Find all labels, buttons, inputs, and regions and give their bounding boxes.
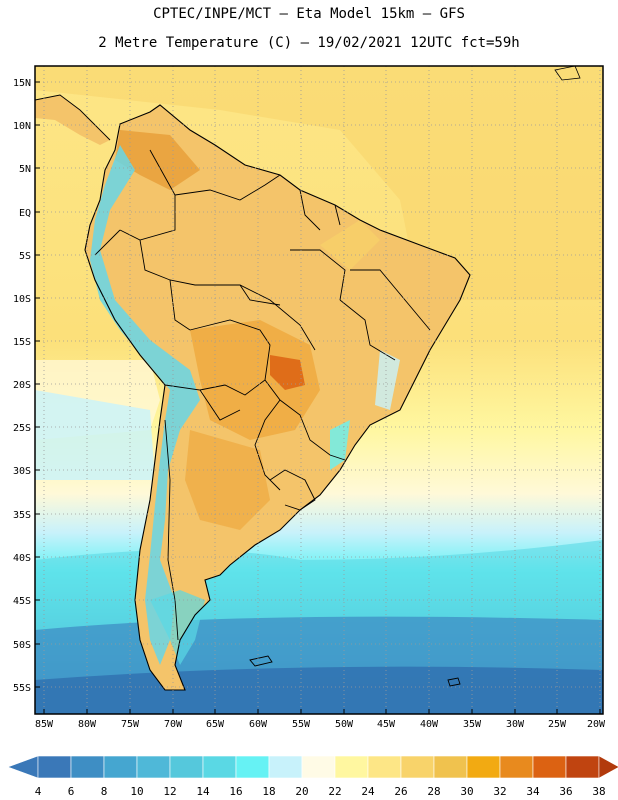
colorbar-segment	[565, 755, 600, 779]
colorbar-arrow-high	[598, 755, 618, 779]
colorbar-segment	[301, 755, 336, 779]
lat-label: 50S	[13, 640, 31, 651]
lat-label: 55S	[13, 683, 31, 694]
colorbar-label: 20	[295, 785, 308, 798]
lat-label: 30S	[13, 466, 31, 477]
colorbar-label: 36	[559, 785, 572, 798]
lon-label: 70W	[164, 719, 183, 730]
colorbar-labels: 4 6 8 10 12 14 16 18 20 22 24 26 28 30 3…	[35, 785, 606, 798]
lon-label: 35W	[463, 719, 482, 730]
colorbar-label: 10	[130, 785, 143, 798]
longitude-labels: 85W 80W 75W 70W 65W 60W 55W 50W 45W 40W …	[35, 719, 606, 730]
lon-label: 55W	[292, 719, 311, 730]
colorbar-label: 30	[460, 785, 473, 798]
lat-label: 15S	[13, 337, 31, 348]
colorbar-label: 28	[427, 785, 440, 798]
colorbar-segment	[400, 755, 435, 779]
lon-label: 45W	[377, 719, 396, 730]
colorbar	[7, 755, 618, 779]
colorbar-segment	[103, 755, 138, 779]
colorbar-label: 24	[361, 785, 375, 798]
lat-label: 45S	[13, 596, 31, 607]
colorbar-label: 14	[196, 785, 210, 798]
lon-label: 85W	[35, 719, 54, 730]
lat-label: 25S	[13, 423, 31, 434]
colorbar-label: 4	[35, 785, 42, 798]
colorbar-segment	[268, 755, 303, 779]
colorbar-label: 22	[328, 785, 341, 798]
andes-cold-zone	[90, 145, 200, 665]
lat-label: 5S	[19, 251, 31, 262]
chart-title-line-2: 2 Metre Temperature (C) – 19/02/2021 12U…	[98, 35, 520, 51]
colorbar-segment	[235, 755, 270, 779]
colorbar-segment	[499, 755, 534, 779]
colorbar-label: 6	[68, 785, 75, 798]
lon-label: 20W	[587, 719, 606, 730]
chart-title-line-1: CPTEC/INPE/MCT – Eta Model 15km – GFS	[153, 6, 465, 22]
colorbar-label: 8	[101, 785, 108, 798]
temperature-field	[35, 66, 603, 714]
colorbar-segment	[70, 755, 105, 779]
colorbar-segment	[367, 755, 402, 779]
lon-label: 80W	[78, 719, 97, 730]
country-borders	[35, 94, 471, 691]
colorbar-segment	[37, 755, 72, 779]
colorbar-label: 32	[493, 785, 506, 798]
axis-ticks	[35, 81, 601, 714]
map-frame	[34, 65, 604, 715]
colorbar-segment	[202, 755, 237, 779]
lon-label: 30W	[506, 719, 525, 730]
lat-label: 40S	[13, 553, 31, 564]
colorbar-label: 12	[163, 785, 176, 798]
colorbar-segment	[136, 755, 171, 779]
colorbar-label: 38	[592, 785, 605, 798]
latitude-labels: 15N 10N 5N EQ 5S 10S 15S 20S 25S 30S 35S…	[13, 78, 31, 694]
lat-label: 5N	[19, 164, 31, 175]
lat-label: 35S	[13, 510, 31, 521]
lat-label: 20S	[13, 380, 31, 391]
colorbar-segment	[334, 755, 369, 779]
lat-label: 10N	[13, 121, 31, 132]
lat-label: 15N	[13, 78, 31, 89]
colorbar-label: 16	[229, 785, 242, 798]
lon-label: 75W	[121, 719, 140, 730]
lon-label: 50W	[335, 719, 354, 730]
colorbar-segment	[532, 755, 567, 779]
colorbar-label: 18	[262, 785, 275, 798]
lon-label: 60W	[249, 719, 268, 730]
colorbar-segment	[466, 755, 501, 779]
lon-label: 25W	[548, 719, 567, 730]
colorbar-arrow-low	[7, 755, 39, 779]
lon-label: 65W	[206, 719, 225, 730]
lat-label: 10S	[13, 294, 31, 305]
lat-label: EQ	[19, 208, 31, 219]
colorbar-label: 26	[394, 785, 407, 798]
lon-label: 40W	[420, 719, 439, 730]
colorbar-segment	[433, 755, 468, 779]
colorbar-segment	[169, 755, 204, 779]
graticule	[35, 66, 603, 714]
colorbar-label: 34	[526, 785, 540, 798]
